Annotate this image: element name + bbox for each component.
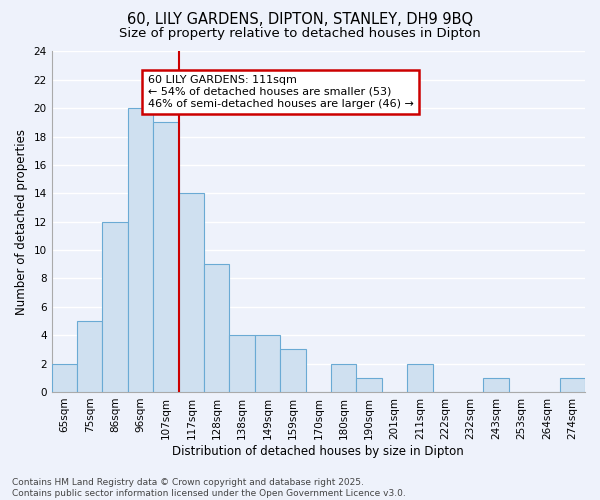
Bar xyxy=(204,264,229,392)
Bar xyxy=(356,378,382,392)
Text: 60 LILY GARDENS: 111sqm
← 54% of detached houses are smaller (53)
46% of semi-de: 60 LILY GARDENS: 111sqm ← 54% of detache… xyxy=(148,76,413,108)
Bar xyxy=(153,122,179,392)
Text: Size of property relative to detached houses in Dipton: Size of property relative to detached ho… xyxy=(119,28,481,40)
Bar xyxy=(407,364,433,392)
Bar xyxy=(255,335,280,392)
Bar xyxy=(103,222,128,392)
Bar xyxy=(179,194,204,392)
Bar xyxy=(52,364,77,392)
Bar xyxy=(560,378,585,392)
Bar xyxy=(484,378,509,392)
Y-axis label: Number of detached properties: Number of detached properties xyxy=(15,128,28,314)
Text: 60, LILY GARDENS, DIPTON, STANLEY, DH9 9BQ: 60, LILY GARDENS, DIPTON, STANLEY, DH9 9… xyxy=(127,12,473,28)
Bar xyxy=(331,364,356,392)
Bar xyxy=(128,108,153,392)
Bar xyxy=(229,335,255,392)
X-axis label: Distribution of detached houses by size in Dipton: Distribution of detached houses by size … xyxy=(172,444,464,458)
Bar xyxy=(280,350,305,392)
Bar xyxy=(77,321,103,392)
Text: Contains HM Land Registry data © Crown copyright and database right 2025.
Contai: Contains HM Land Registry data © Crown c… xyxy=(12,478,406,498)
